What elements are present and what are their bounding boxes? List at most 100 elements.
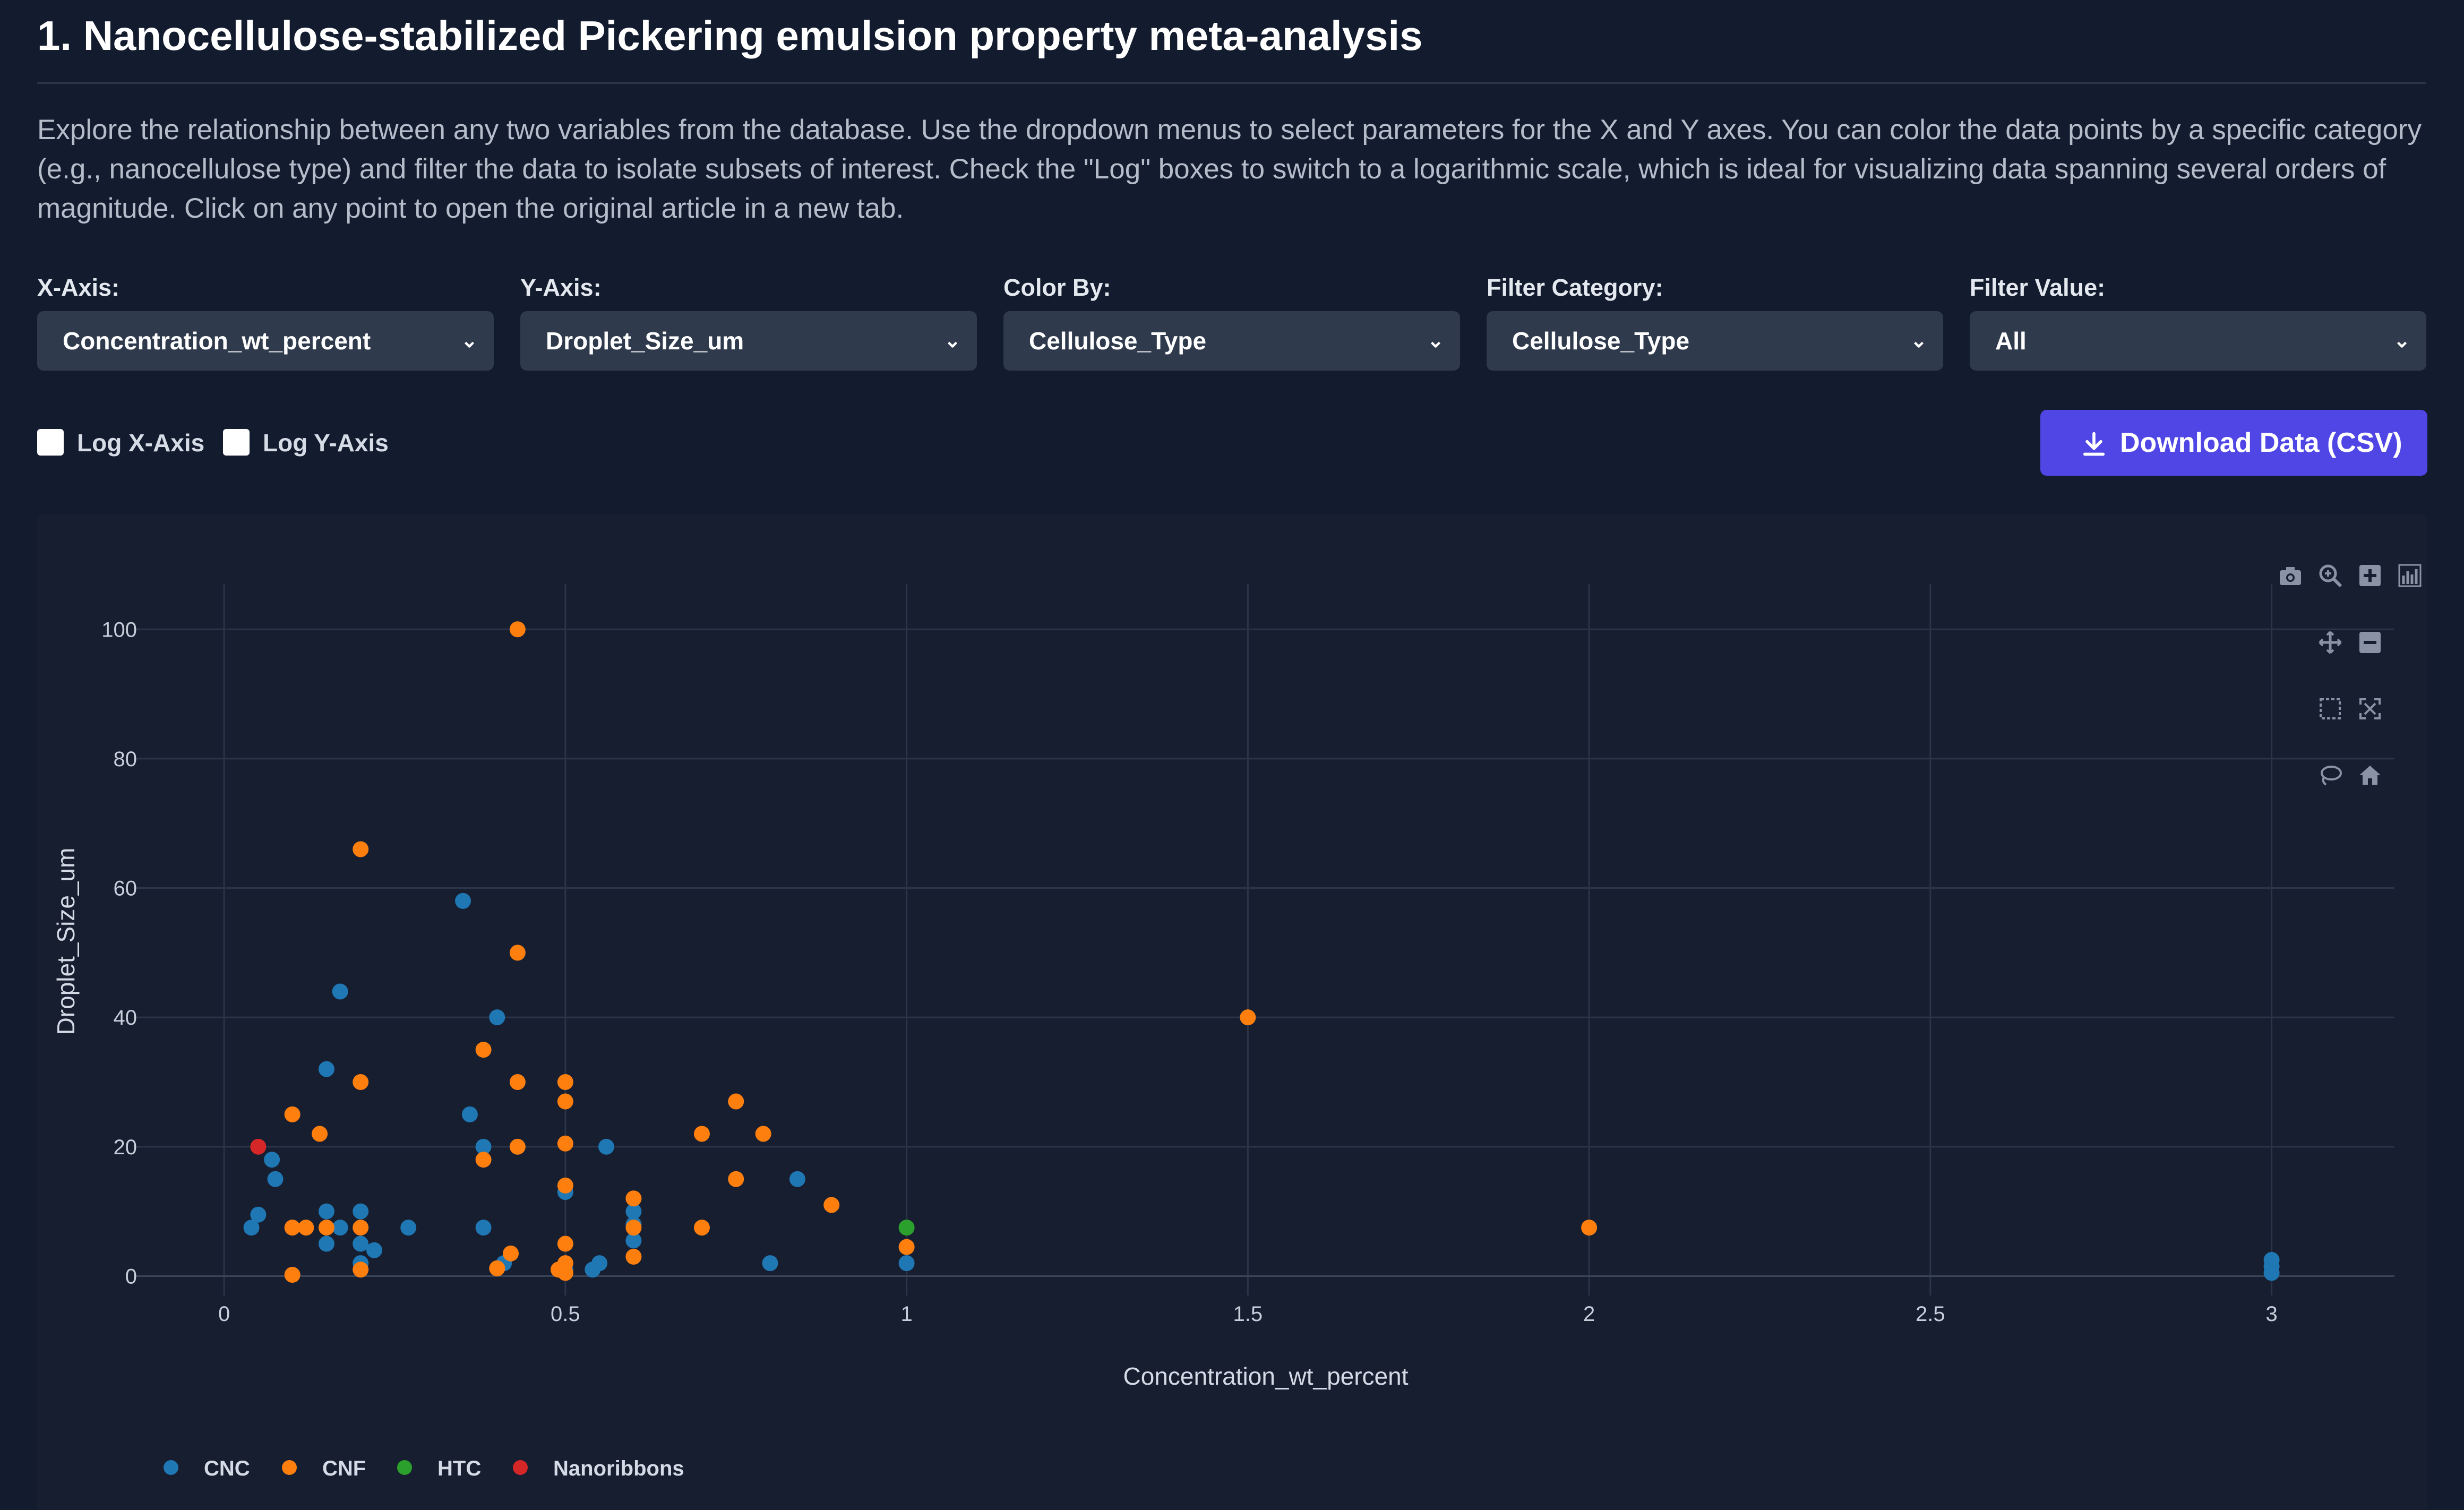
zoom-in-icon[interactable] (2357, 563, 2383, 588)
data-point-cnf[interactable] (557, 1236, 573, 1252)
data-point-cnf[interactable] (557, 1135, 573, 1152)
data-point-cnc[interactable] (625, 1232, 642, 1249)
data-point-cnc[interactable] (332, 1220, 348, 1236)
box-select-icon[interactable] (2317, 696, 2343, 722)
data-point-cnc[interactable] (243, 1220, 260, 1236)
data-point-cnc[interactable] (475, 1220, 492, 1236)
data-point-cnc[interactable] (318, 1061, 334, 1077)
log-x-checkbox[interactable] (37, 429, 64, 456)
data-point-cnf[interactable] (284, 1220, 301, 1236)
data-point-cnc[interactable] (898, 1255, 915, 1272)
data-point-cnf[interactable] (625, 1190, 642, 1207)
home-icon[interactable] (2357, 762, 2383, 788)
data-point-cnf[interactable] (1581, 1220, 1598, 1236)
data-point-cnf[interactable] (755, 1126, 771, 1142)
data-point-cnc[interactable] (598, 1138, 614, 1155)
data-point-cnc[interactable] (789, 1171, 805, 1187)
data-point-cnf[interactable] (353, 1074, 369, 1090)
data-point-cnf[interactable] (898, 1239, 915, 1255)
data-point-cnc[interactable] (475, 1138, 492, 1155)
data-point-cnf[interactable] (728, 1171, 744, 1187)
data-point-cnc[interactable] (332, 983, 348, 1000)
data-point-cnc[interactable] (762, 1255, 778, 1272)
data-point-cnc[interactable] (264, 1152, 280, 1168)
data-point-cnf[interactable] (353, 841, 369, 857)
data-point-cnc[interactable] (461, 1106, 478, 1122)
data-point-cnf[interactable] (475, 1042, 492, 1058)
chevron-down-icon: ⌄ (461, 330, 478, 352)
page-title: 1. Nanocellulose-stabilized Pickering em… (37, 12, 1423, 59)
data-point-cnc[interactable] (625, 1203, 642, 1220)
filter-value-label: Filter Value: (1970, 274, 2106, 301)
data-point-cnf[interactable] (557, 1177, 573, 1194)
chevron-down-icon: ⌄ (1427, 330, 1444, 352)
data-point-cnc[interactable] (489, 1009, 505, 1026)
data-point-cnf[interactable] (509, 945, 526, 961)
camera-icon[interactable] (2278, 563, 2303, 588)
data-point-cnc[interactable] (366, 1242, 382, 1258)
legend-label[interactable]: HTC (437, 1457, 481, 1480)
data-point-cnf[interactable] (693, 1220, 710, 1236)
data-point-cnf[interactable] (557, 1074, 573, 1090)
data-point-cnf[interactable] (557, 1265, 573, 1281)
data-point-htc[interactable] (898, 1220, 915, 1236)
legend-marker-cnc[interactable] (164, 1460, 178, 1475)
legend-label[interactable]: CNC (204, 1457, 250, 1480)
legend-label[interactable]: CNF (322, 1457, 366, 1480)
data-point-cnf[interactable] (489, 1260, 505, 1276)
legend-marker-cnf[interactable] (282, 1460, 297, 1475)
data-point-cnf[interactable] (1240, 1009, 1256, 1026)
data-point-cnf[interactable] (557, 1093, 573, 1110)
data-point-cnc[interactable] (267, 1171, 284, 1187)
log-x-label: Log X-Axis (77, 429, 205, 457)
data-point-cnc[interactable] (455, 893, 471, 909)
filter-category-select[interactable]: Cellulose_Type ⌄ (1487, 311, 1943, 371)
data-point-cnf[interactable] (353, 1220, 369, 1236)
data-point-cnf[interactable] (509, 621, 526, 638)
download-csv-label: Download Data (CSV) (2120, 427, 2402, 458)
color-by-select[interactable]: Cellulose_Type ⌄ (1003, 311, 1460, 371)
data-point-cnc[interactable] (353, 1236, 369, 1252)
data-point-cnf[interactable] (503, 1245, 519, 1262)
data-point-cnf[interactable] (728, 1093, 744, 1110)
pan-icon[interactable] (2317, 630, 2343, 655)
data-point-cnf[interactable] (312, 1126, 328, 1142)
data-point-cnf[interactable] (475, 1152, 492, 1168)
data-point-cnc[interactable] (318, 1203, 334, 1220)
data-point-cnf[interactable] (318, 1220, 334, 1236)
data-point-cnf[interactable] (284, 1106, 301, 1122)
x-axis-select[interactable]: Concentration_wt_percent ⌄ (37, 311, 494, 371)
data-point-cnf[interactable] (298, 1220, 314, 1236)
log-y-checkbox[interactable] (223, 429, 250, 456)
data-point-cnc[interactable] (318, 1236, 334, 1252)
data-point-cnf[interactable] (509, 1138, 526, 1155)
legend-marker-nanoribbons[interactable] (513, 1460, 528, 1475)
data-point-cnc[interactable] (400, 1220, 417, 1236)
y-axis-select[interactable]: Droplet_Size_um ⌄ (520, 311, 977, 371)
data-point-cnf[interactable] (625, 1220, 642, 1236)
legend-marker-htc[interactable] (397, 1460, 412, 1475)
data-point-cnf[interactable] (284, 1267, 301, 1283)
lasso-icon[interactable] (2317, 762, 2343, 788)
zoom-icon[interactable] (2317, 563, 2343, 588)
x-tick-label: 2.5 (1916, 1302, 1945, 1326)
legend-label[interactable]: Nanoribbons (553, 1457, 684, 1480)
data-point-cnc[interactable] (2263, 1265, 2280, 1281)
x-tick-label: 3 (2265, 1302, 2277, 1326)
data-point-cnf[interactable] (353, 1262, 369, 1278)
zoom-out-icon[interactable] (2357, 630, 2383, 655)
data-point-cnf[interactable] (625, 1248, 642, 1265)
data-point-cnc[interactable] (250, 1206, 267, 1223)
data-point-cnf[interactable] (509, 1074, 526, 1090)
autoscale-icon[interactable] (2397, 563, 2423, 588)
data-point-cnc[interactable] (591, 1255, 608, 1272)
data-point-cnf[interactable] (823, 1197, 840, 1213)
data-point-cnc[interactable] (353, 1203, 369, 1220)
y-axis-select-value: Droplet_Size_um (546, 327, 744, 355)
data-point-cnf[interactable] (693, 1126, 710, 1142)
data-point-nanoribbons[interactable] (250, 1138, 267, 1155)
filter-value-select[interactable]: All ⌄ (1970, 311, 2426, 371)
download-csv-button[interactable]: Download Data (CSV) (2040, 410, 2427, 476)
reset-axes-icon[interactable] (2357, 696, 2383, 722)
